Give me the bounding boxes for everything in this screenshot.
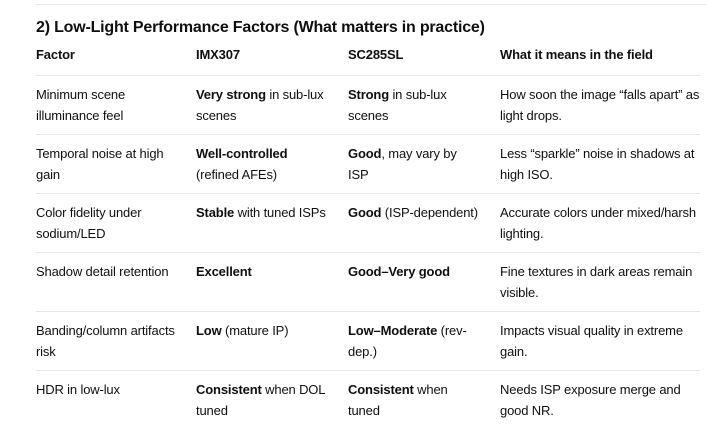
cell-sc285sl: Good, may vary by ISP [348, 134, 500, 194]
column-header-imx307: IMX307 [196, 39, 348, 76]
cell-factor: Temporal noise at high gain [36, 134, 196, 194]
cell-meaning: Accurate colors under mixed/harsh lighti… [500, 193, 700, 253]
table-row: Color fidelity under sodium/LED Stable w… [36, 193, 700, 253]
cell-factor: Color fidelity under sodium/LED [36, 193, 196, 253]
cell-text-bold: Good [348, 205, 382, 220]
cell-meaning: Less “sparkle” noise in shadows at high … [500, 134, 700, 194]
cell-text: when DOL tuned [196, 382, 325, 418]
cell-factor: Shadow detail retention [36, 252, 196, 312]
cell-meaning: How soon the image “falls apart” as ligh… [500, 75, 700, 135]
cell-text-bold: Consistent [348, 382, 414, 397]
cell-text-bold: Strong [348, 87, 389, 102]
cell-text: in sub-lux scenes [348, 87, 447, 123]
section-title: 2) Low-Light Performance Factors (What m… [36, 19, 485, 36]
cell-text-bold: Very strong [196, 87, 266, 102]
cell-text-bold: Low [196, 323, 222, 338]
cell-factor: Minimum scene illuminance feel [36, 75, 196, 135]
cell-imx307: Well-controlled (refined AFEs) [196, 134, 348, 194]
cell-text: when tuned [348, 382, 448, 418]
column-header-sc285sl: SC285SL [348, 39, 500, 76]
cell-text: (rev-dep.) [348, 323, 467, 359]
cell-sc285sl: Low–Moderate (rev-dep.) [348, 311, 500, 371]
cell-text-bold: Consistent [196, 382, 262, 397]
cell-imx307: Stable with tuned ISPs [196, 193, 348, 253]
cell-meaning: Needs ISP exposure merge and good NR. [500, 382, 681, 418]
table-row: Minimum scene illuminance feel Very stro… [36, 75, 700, 135]
cell-meaning: Fine textures in dark areas remain visib… [500, 252, 700, 312]
cell-imx307: Consistent when DOL tuned [196, 371, 348, 430]
cell-text: with tuned ISPs [234, 205, 326, 220]
cell-text: , may vary by ISP [348, 146, 457, 182]
cell-factor: Banding/column artifacts risk [36, 311, 196, 371]
table-row: Shadow detail retention Excellent Good–V… [36, 252, 700, 312]
cell-sc285sl: Good (ISP-dependent) [348, 193, 500, 253]
column-header-meaning: What it means in the field [500, 39, 700, 76]
cell-text: (ISP-dependent) [381, 205, 478, 220]
cell-text: in sub-lux scenes [196, 87, 324, 123]
header-row: Factor IMX307 SC285SL What it means in t… [36, 39, 700, 76]
table-row: HDR in low-lux Consistent when DOL tuned… [36, 371, 700, 430]
table-row: Temporal noise at high gain Well-control… [36, 134, 700, 194]
cell-imx307: Excellent [196, 252, 348, 312]
cell-text-bold: Low–Moderate [348, 323, 438, 338]
cell-sc285sl: Strong in sub-lux scenes [348, 75, 500, 135]
previous-section-divider [36, 4, 706, 5]
low-light-comparison-table: Factor IMX307 SC285SL What it means in t… [36, 39, 700, 429]
cell-text-bold: Stable [196, 205, 235, 220]
column-header-factor: Factor [36, 39, 196, 76]
cell-sc285sl: Good–Very good [348, 252, 500, 312]
cell-meaning: Impacts visual quality in extreme gain. [500, 311, 700, 371]
cell-text-bold: Good [348, 146, 382, 161]
cell-factor: HDR in low-lux [36, 382, 120, 397]
cell-text: (mature IP) [221, 323, 289, 338]
cell-imx307: Low (mature IP) [196, 311, 348, 371]
table-header: Factor IMX307 SC285SL What it means in t… [36, 39, 700, 76]
cell-text: (refined AFEs) [196, 167, 277, 182]
cell-text-bold: Excellent [196, 264, 252, 279]
cell-text-bold: Good–Very good [348, 264, 450, 279]
cell-sc285sl: Consistent when tuned [348, 371, 500, 430]
cell-text-bold: Well-controlled [196, 146, 288, 161]
table-row: Banding/column artifacts risk Low (matur… [36, 311, 700, 371]
table-body: Minimum scene illuminance feel Very stro… [36, 75, 700, 430]
cell-imx307: Very strong in sub-lux scenes [196, 75, 348, 135]
